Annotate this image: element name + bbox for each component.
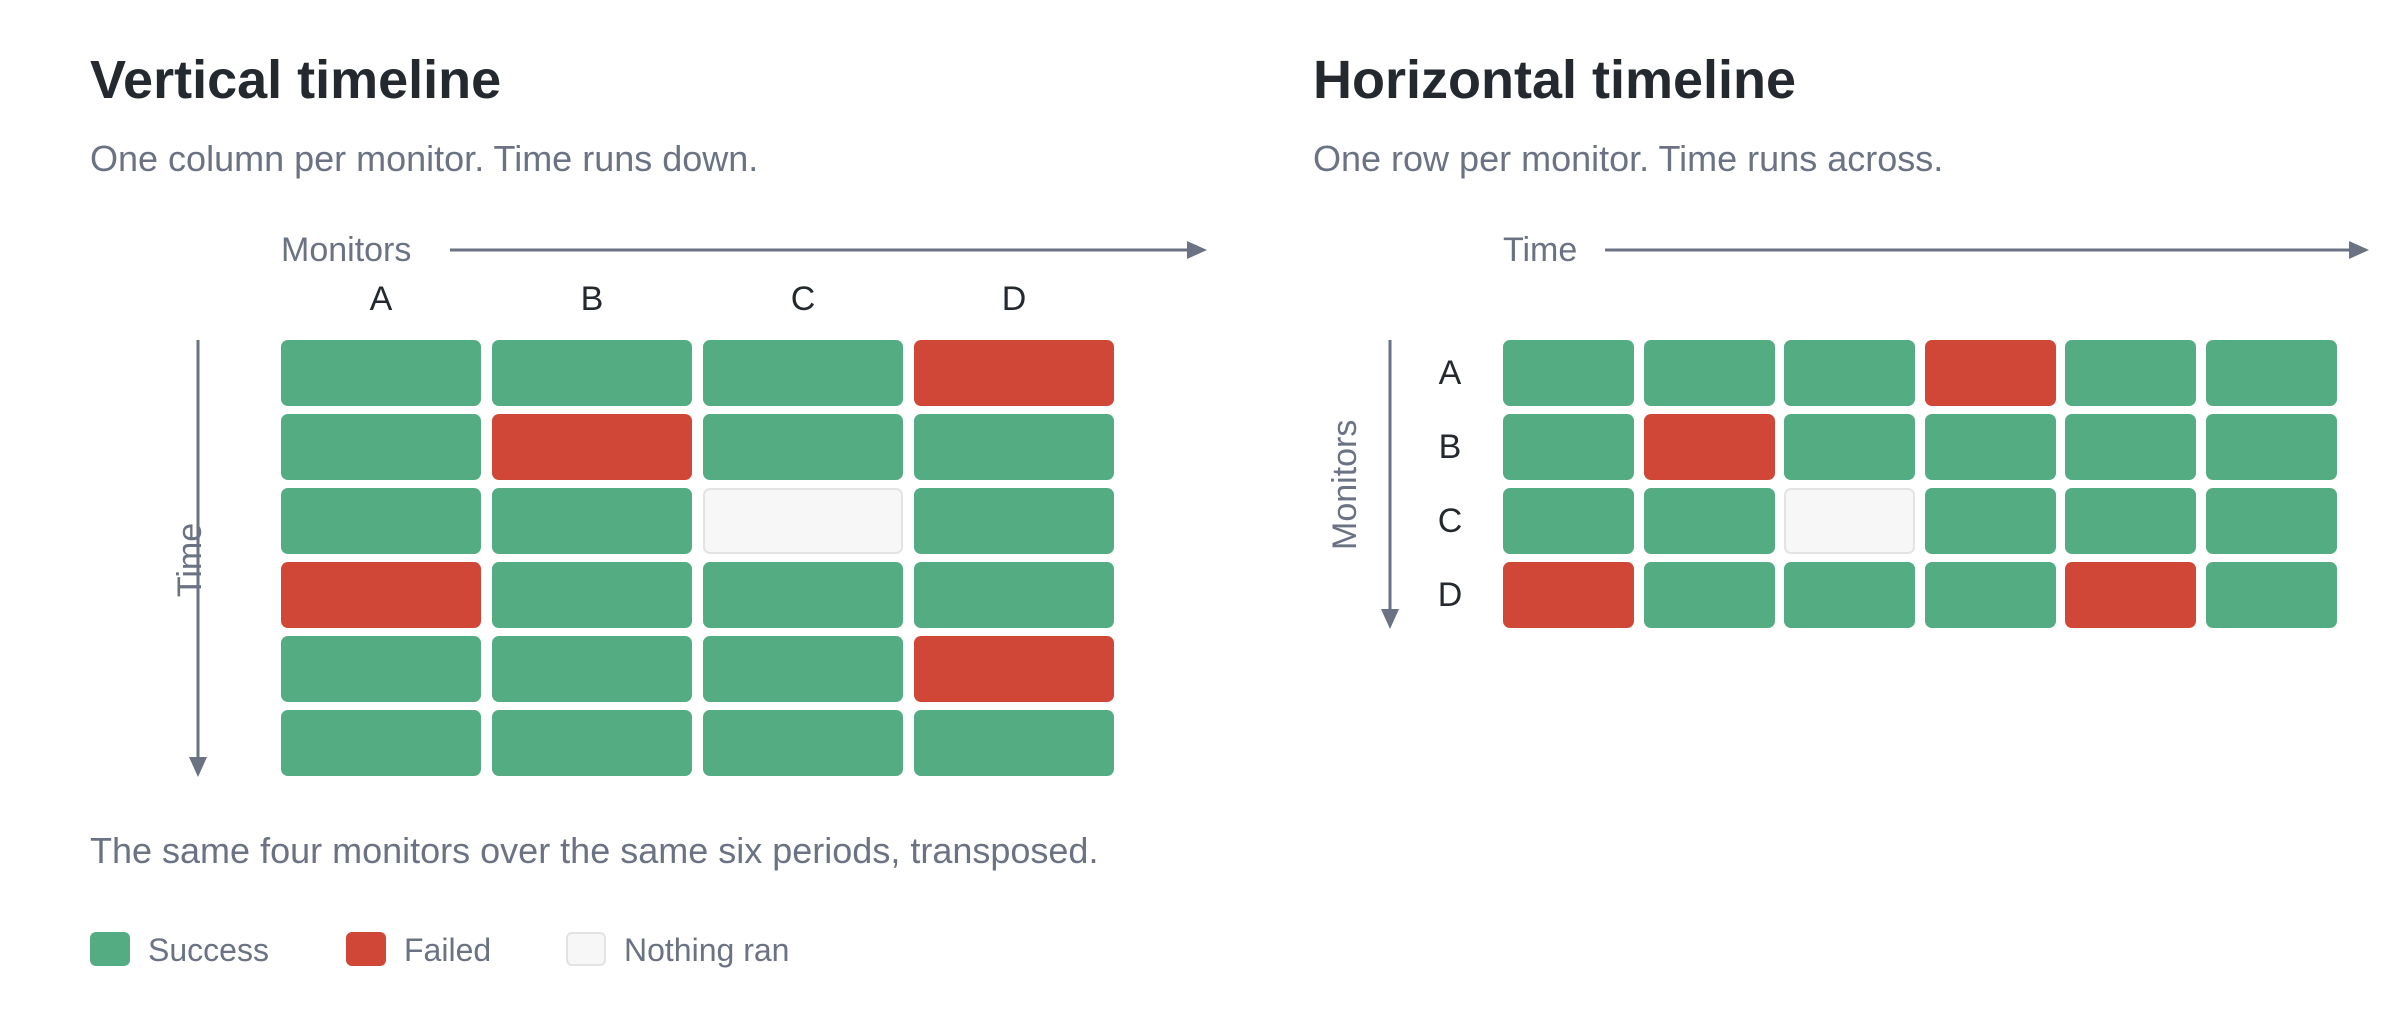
vertical-cell-success <box>703 340 903 406</box>
horizontal-cell-nothing <box>1784 488 1915 554</box>
horizontal-cell-success <box>2206 488 2337 554</box>
vertical-cell-success <box>281 636 481 702</box>
vertical-cell-nothing <box>703 488 903 554</box>
horizontal-cell-success <box>1503 488 1634 554</box>
horizontal-monitor-label: C <box>1437 502 1463 540</box>
horizontal-cell-success <box>2065 488 2196 554</box>
vertical-x-axis-label: Monitors <box>281 231 412 269</box>
legend-swatch <box>346 932 386 966</box>
vertical-cell-success <box>492 636 692 702</box>
horizontal-subtitle: One row per monitor. Time runs across. <box>1313 138 1944 179</box>
horizontal-y-axis-label: Monitors <box>1326 419 1364 550</box>
horizontal-cell-success <box>1644 340 1775 406</box>
vertical-cell-success <box>914 488 1114 554</box>
horizontal-cell-success <box>2065 340 2196 406</box>
horizontal-cell-failed <box>1925 340 2056 406</box>
horizontal-cell-success <box>1644 488 1775 554</box>
legend-swatch <box>90 932 130 966</box>
vertical-x-axis-arrow <box>450 241 1207 259</box>
vertical-cell-success <box>703 636 903 702</box>
horizontal-title: Horizontal timeline <box>1313 50 1797 110</box>
horizontal-cell-success <box>2206 340 2337 406</box>
horizontal-cell-success <box>1784 414 1915 480</box>
horizontal-monitor-label: D <box>1437 576 1463 614</box>
vertical-cell-failed <box>914 636 1114 702</box>
vertical-cell-success <box>703 414 903 480</box>
legend-swatch <box>566 932 606 966</box>
horizontal-cell-success <box>1925 562 2056 628</box>
vertical-cell-success <box>492 562 692 628</box>
footnote: The same four monitors over the same six… <box>90 830 1099 871</box>
horizontal-cell-failed <box>1503 562 1634 628</box>
vertical-cell-success <box>281 414 481 480</box>
vertical-timeline-panel: Vertical timeline One column per monitor… <box>90 0 1207 800</box>
horizontal-cell-success <box>1644 562 1775 628</box>
vertical-subtitle: One column per monitor. Time runs down. <box>90 138 759 179</box>
horizontal-cell-success <box>1925 414 2056 480</box>
vertical-cell-success <box>914 562 1114 628</box>
horizontal-x-axis-arrow <box>1605 241 2369 259</box>
vertical-monitor-label: D <box>1001 280 1027 318</box>
vertical-cell-success <box>492 710 692 776</box>
horizontal-timeline-panel: Horizontal timeline One row per monitor.… <box>1313 0 2373 800</box>
horizontal-cell-success <box>1503 340 1634 406</box>
vertical-cell-success <box>281 340 481 406</box>
horizontal-cell-success <box>1784 562 1915 628</box>
horizontal-monitor-label: A <box>1438 354 1462 392</box>
vertical-y-axis-arrow <box>189 340 207 777</box>
vertical-cell-success <box>914 710 1114 776</box>
horizontal-monitor-label: B <box>1438 428 1462 466</box>
legend-label: Success <box>148 932 269 968</box>
vertical-monitor-label: B <box>580 280 604 318</box>
horizontal-cell-failed <box>1644 414 1775 480</box>
vertical-cell-failed <box>914 340 1114 406</box>
vertical-cell-failed <box>281 562 481 628</box>
horizontal-cell-success <box>1784 340 1915 406</box>
legend-label: Nothing ran <box>624 932 790 968</box>
legend-label: Failed <box>404 932 492 968</box>
horizontal-cell-success <box>2206 414 2337 480</box>
vertical-cell-success <box>281 488 481 554</box>
horizontal-cell-success <box>1503 414 1634 480</box>
vertical-cell-success <box>281 710 481 776</box>
horizontal-cell-success <box>2206 562 2337 628</box>
vertical-cell-failed <box>492 414 692 480</box>
vertical-cell-success <box>492 340 692 406</box>
horizontal-y-axis-arrow <box>1381 340 1399 629</box>
vertical-cell-success <box>703 710 903 776</box>
horizontal-cell-success <box>2065 414 2196 480</box>
vertical-cell-success <box>703 562 903 628</box>
horizontal-cell-failed <box>2065 562 2196 628</box>
horizontal-x-axis-label: Time <box>1503 231 1578 269</box>
vertical-title: Vertical timeline <box>90 50 502 110</box>
horizontal-cell-success <box>1925 488 2056 554</box>
vertical-cell-success <box>914 414 1114 480</box>
vertical-cell-success <box>492 488 692 554</box>
vertical-monitor-label: C <box>790 280 816 318</box>
vertical-monitor-label: A <box>369 280 393 318</box>
